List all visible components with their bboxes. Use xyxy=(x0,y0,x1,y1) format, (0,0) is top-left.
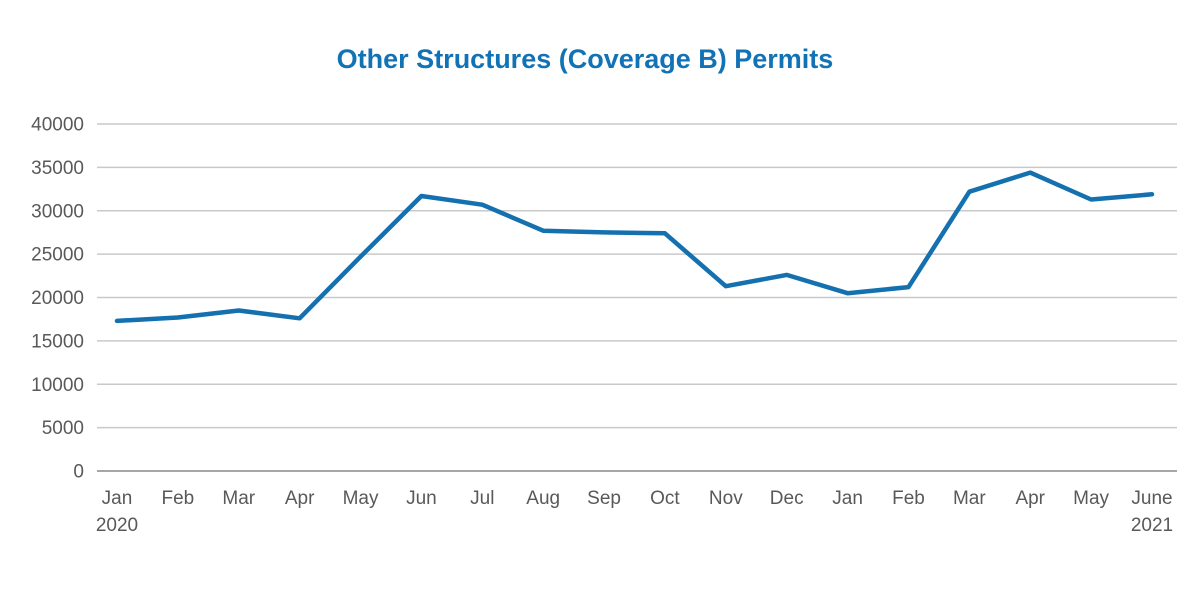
x-axis-tick-label: Apr xyxy=(285,488,315,509)
y-axis-tick-label: 40000 xyxy=(31,115,84,136)
x-axis-tick-label: June xyxy=(1131,488,1172,509)
x-axis-tick-label: Nov xyxy=(709,488,743,509)
x-axis-tick-label: Feb xyxy=(162,488,195,509)
y-axis-tick-label: 15000 xyxy=(31,331,84,352)
x-axis-tick-label: Dec xyxy=(770,488,804,509)
y-axis-tick-label: 35000 xyxy=(31,158,84,179)
x-axis-tick-label: Aug xyxy=(526,488,560,509)
x-axis-tick-label: May xyxy=(343,488,379,509)
x-axis-tick-label: Jul xyxy=(470,488,494,509)
x-axis-tick-label: Jan xyxy=(102,488,133,509)
x-axis-tick-label: Mar xyxy=(222,488,255,509)
x-axis-tick-label: Oct xyxy=(650,488,680,509)
x-axis-tick-label: Jun xyxy=(406,488,437,509)
y-axis-tick-label: 20000 xyxy=(31,288,84,309)
x-axis-tick-label: Sep xyxy=(587,488,621,509)
chart-title: Other Structures (Coverage B) Permits xyxy=(336,44,834,74)
y-axis-tick-label: 30000 xyxy=(31,201,84,222)
x-axis-tick-label: Jan xyxy=(832,488,863,509)
x-axis-tick-label: Feb xyxy=(892,488,925,509)
data-line-series xyxy=(114,170,1155,324)
y-axis-tick-label: 10000 xyxy=(31,375,84,396)
y-axis-tick-label: 25000 xyxy=(31,245,84,266)
x-axis-tick-label: Mar xyxy=(953,488,986,509)
x-axis-tick-label: Apr xyxy=(1015,488,1045,509)
y-axis-tick-label: 0 xyxy=(73,462,84,483)
x-axis-year-label: 2020 xyxy=(96,515,138,536)
x-axis-year-label: 2021 xyxy=(1131,515,1173,536)
x-axis-tick-label: May xyxy=(1073,488,1109,509)
y-axis-tick-label: 5000 xyxy=(42,418,84,439)
